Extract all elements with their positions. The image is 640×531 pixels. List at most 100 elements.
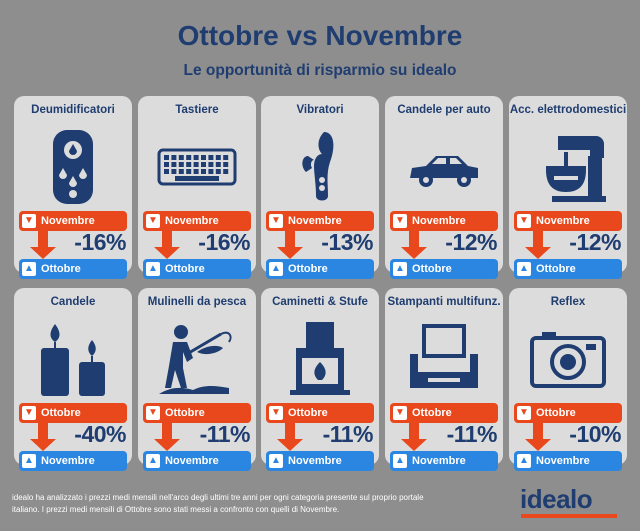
camera-icon: [528, 318, 608, 398]
higher-price-month-badge: ▼ Novembre: [19, 211, 127, 231]
category-card: Mulinelli da pesca ▼ Ottobre -11% ▲ Novembre: [138, 288, 256, 471]
saving-percentage: -16%: [198, 229, 250, 255]
thumbs-up-icon: ▲: [22, 454, 36, 468]
thumbs-down-icon: ▼: [517, 214, 531, 228]
month-label: Novembre: [41, 455, 95, 467]
dehumidifier-icon: [33, 126, 113, 206]
category-name: Vibratori: [296, 104, 344, 116]
arrow-down-icon: [154, 231, 180, 259]
vibrator-icon: [280, 126, 360, 206]
category-name: Stampanti multifunz.: [387, 296, 501, 308]
category-name: Mulinelli da pesca: [147, 296, 247, 308]
higher-price-month-badge: ▼ Novembre: [266, 211, 374, 231]
thumbs-up-icon: ▲: [269, 262, 283, 276]
month-label: Novembre: [412, 455, 466, 467]
stand-mixer-icon: [528, 126, 608, 206]
month-label: Ottobre: [165, 263, 205, 275]
month-label: Ottobre: [536, 263, 576, 275]
footer-note: idealo ha analizzato i prezzi medi mensi…: [12, 493, 424, 514]
lower-price-month-badge: ▲ Ottobre: [143, 259, 251, 279]
category-name: Caminetti & Stufe: [272, 296, 368, 308]
higher-price-month-badge: ▼ Ottobre: [514, 403, 622, 423]
lower-price-month-badge: ▲ Novembre: [143, 451, 251, 471]
category-name: Candele: [50, 296, 96, 308]
thumbs-down-icon: ▼: [146, 406, 160, 420]
category-name: Tastiere: [175, 104, 219, 116]
thumbs-down-icon: ▼: [269, 214, 283, 228]
category-card: Candele per auto ▼ Novembre -12% ▲ Ottobre: [385, 96, 503, 279]
thumbs-down-icon: ▼: [393, 406, 407, 420]
higher-price-month-badge: ▼ Ottobre: [19, 403, 127, 423]
thumbs-up-icon: ▲: [393, 454, 407, 468]
saving-percentage: -16%: [74, 229, 126, 255]
month-label: Ottobre: [165, 407, 205, 419]
category-name: Candele per auto: [397, 104, 491, 116]
thumbs-down-icon: ▼: [269, 406, 283, 420]
month-label: Novembre: [288, 455, 342, 467]
category-card: Deumidificatori ▼ Novembre -16% ▲ Ottobre: [14, 96, 132, 279]
page-subtitle: Le opportunità di risparmio su idealo: [183, 62, 457, 79]
keyboard-icon: [157, 126, 237, 206]
month-label: Ottobre: [288, 263, 328, 275]
thumbs-up-icon: ▲: [146, 262, 160, 276]
higher-price-month-badge: ▼ Ottobre: [390, 403, 498, 423]
category-card: Reflex ▼ Ottobre -10% ▲ Novembre: [509, 288, 627, 471]
category-card: Acc. elettrodomestici ▼ Novembre -12% ▲ Ottob…: [509, 96, 627, 279]
higher-price-month-badge: ▼ Novembre: [390, 211, 498, 231]
lower-price-month-badge: ▲ Ottobre: [514, 259, 622, 279]
idealo-logo: idealo: [520, 484, 593, 514]
thumbs-down-icon: ▼: [517, 406, 531, 420]
thumbs-down-icon: ▼: [22, 214, 36, 228]
candles-icon: [33, 318, 113, 398]
month-label: Ottobre: [412, 263, 452, 275]
category-card: Tastiere ▼ Novembre -16% ▲ Ottobre: [138, 96, 256, 279]
arrow-down-icon: [401, 231, 427, 259]
lower-price-month-badge: ▲ Ottobre: [390, 259, 498, 279]
saving-percentage: -11%: [446, 421, 498, 447]
saving-percentage: -10%: [569, 421, 621, 447]
thumbs-down-icon: ▼: [146, 214, 160, 228]
category-card: Vibratori ▼ Novembre -13% ▲ Ottobre: [261, 96, 379, 279]
month-label: Ottobre: [288, 407, 328, 419]
lower-price-month-badge: ▲ Ottobre: [266, 259, 374, 279]
month-label: Novembre: [41, 215, 95, 227]
arrow-down-icon: [30, 423, 56, 451]
thumbs-up-icon: ▲: [517, 262, 531, 276]
page-title: Ottobre vs Novembre: [177, 20, 463, 51]
higher-price-month-badge: ▼ Ottobre: [143, 403, 251, 423]
month-label: Novembre: [536, 455, 590, 467]
lower-price-month-badge: ▲ Novembre: [390, 451, 498, 471]
thumbs-up-icon: ▲: [269, 454, 283, 468]
thumbs-down-icon: ▼: [22, 406, 36, 420]
month-label: Novembre: [165, 455, 219, 467]
higher-price-month-badge: ▼ Novembre: [514, 211, 622, 231]
thumbs-up-icon: ▲: [146, 454, 160, 468]
month-label: Novembre: [536, 215, 590, 227]
category-name: Acc. elettrodomestici: [509, 104, 627, 116]
category-card: Caminetti & Stufe ▼ Ottobre -11% ▲ Novembre: [261, 288, 379, 471]
category-name: Deumidificatori: [31, 104, 115, 116]
fisherman-icon: [157, 318, 237, 398]
saving-percentage: -13%: [321, 229, 373, 255]
saving-percentage: -12%: [569, 229, 621, 255]
month-label: Ottobre: [412, 407, 452, 419]
category-name: Reflex: [550, 296, 586, 308]
thumbs-down-icon: ▼: [393, 214, 407, 228]
category-card: Candele ▼ Ottobre -40% ▲ Novembre: [14, 288, 132, 471]
thumbs-up-icon: ▲: [517, 454, 531, 468]
logo-underline: [521, 514, 617, 518]
category-card: Stampanti multifunz. ▼ Ottobre -11% ▲ Novembr…: [385, 288, 503, 471]
arrow-down-icon: [525, 423, 551, 451]
lower-price-month-badge: ▲ Novembre: [19, 451, 127, 471]
arrow-down-icon: [525, 231, 551, 259]
saving-percentage: -11%: [322, 421, 374, 447]
higher-price-month-badge: ▼ Novembre: [143, 211, 251, 231]
month-label: Novembre: [165, 215, 219, 227]
arrow-down-icon: [30, 231, 56, 259]
month-label: Ottobre: [536, 407, 576, 419]
arrow-down-icon: [277, 231, 303, 259]
month-label: Novembre: [288, 215, 342, 227]
lower-price-month-badge: ▲ Novembre: [514, 451, 622, 471]
lower-price-month-badge: ▲ Novembre: [266, 451, 374, 471]
thumbs-up-icon: ▲: [22, 262, 36, 276]
